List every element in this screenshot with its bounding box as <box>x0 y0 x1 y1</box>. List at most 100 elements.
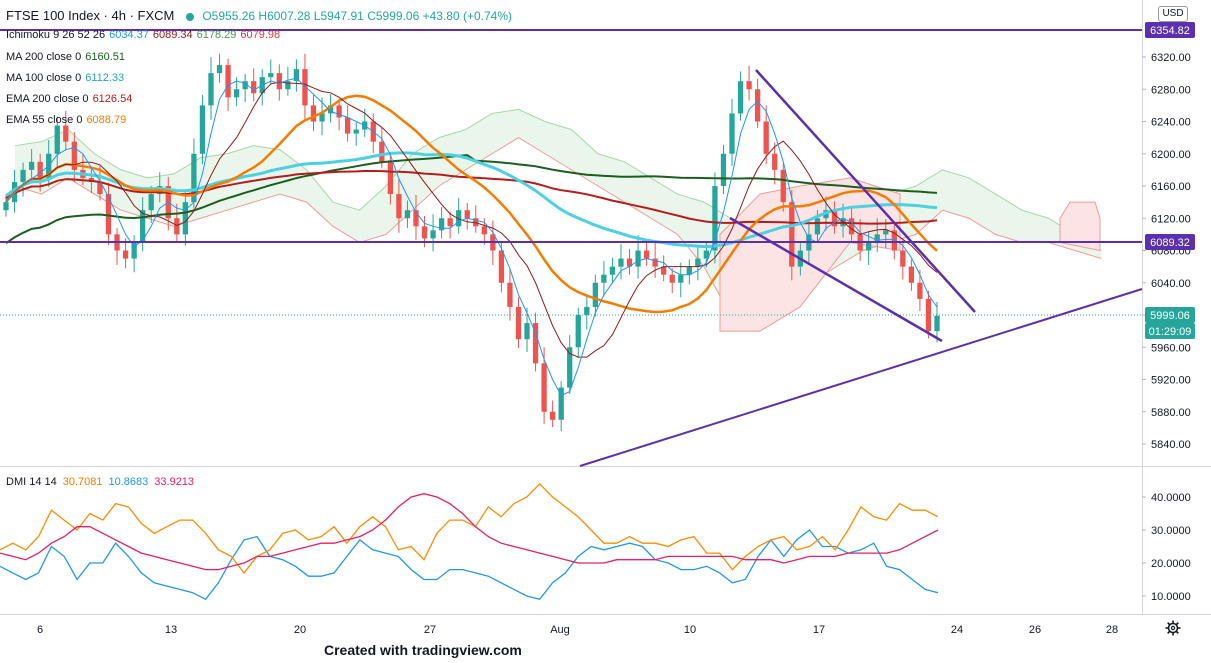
price-label-top-bg <box>1145 22 1195 38</box>
price-tick-label: 5840.00 <box>1151 439 1191 451</box>
candle <box>891 230 897 251</box>
candle <box>908 266 915 283</box>
candle <box>293 69 300 82</box>
candle <box>686 266 692 275</box>
time-tick-label: 28 <box>1106 624 1118 636</box>
dmi-value-2: 10.8683 <box>108 476 149 488</box>
candle <box>413 210 419 227</box>
high-value: H6007.28 <box>258 9 311 23</box>
candle <box>208 73 214 106</box>
ma200-line <box>5 154 938 245</box>
candle <box>883 230 889 235</box>
candle <box>558 387 564 420</box>
candle <box>225 65 231 98</box>
candle <box>3 202 9 211</box>
candle <box>678 274 684 283</box>
candle <box>934 315 940 332</box>
dmi-legend[interactable]: DMI 14 14 30.7081 10.8683 33.9213 <box>6 476 194 488</box>
ema55-legend[interactable]: EMA 55 close 0 6088.79 <box>6 114 126 126</box>
ichimoku-legend[interactable]: Ichimoku 9 26 52 26 6034.37 6089.34 6178.29… <box>6 29 280 41</box>
candle <box>285 81 291 90</box>
candle <box>148 194 154 211</box>
dmi-label: DMI 14 14 <box>6 476 57 488</box>
dmi-tick-label: 10.0000 <box>1151 591 1191 603</box>
price-tick-label: 6280.00 <box>1151 84 1191 96</box>
candle <box>379 141 385 162</box>
candle <box>105 194 112 235</box>
candle <box>199 105 206 154</box>
price-label-last-bg <box>1145 307 1195 323</box>
watermark-text: Created with tradingview.com <box>324 642 522 658</box>
candle <box>174 218 180 235</box>
kijun-line <box>5 81 938 358</box>
candle <box>396 194 402 219</box>
candle <box>464 210 470 219</box>
ichimoku-spanA-value: 6178.29 <box>196 29 237 41</box>
low-value: L5947.91 <box>313 9 364 23</box>
candle <box>182 202 189 235</box>
candle <box>831 210 838 227</box>
price-label-countdown: 01:29:09 <box>1149 326 1192 338</box>
candle <box>737 81 744 114</box>
candle <box>302 69 308 106</box>
time-tick-label: 26 <box>1029 624 1041 636</box>
dmi-line-di <box>0 529 939 601</box>
time-tick-label: 24 <box>951 624 963 636</box>
ma100-label: MA 100 close 0 <box>6 72 82 84</box>
ichimoku-cloud-red-future <box>1059 201 1101 252</box>
time-tick-label: 17 <box>813 624 825 636</box>
candle <box>780 169 786 203</box>
candle <box>695 258 701 267</box>
price-tick-label: 6240.00 <box>1151 117 1191 129</box>
candle <box>310 105 317 122</box>
candle <box>515 306 522 340</box>
candle <box>575 315 581 348</box>
price-tick-label: 5960.00 <box>1151 342 1191 354</box>
price-label-last: 5999.06 <box>1150 310 1190 322</box>
tenkan-line <box>5 77 938 397</box>
ma100-line <box>5 151 938 249</box>
candle <box>763 121 769 154</box>
candle <box>319 113 325 122</box>
time-tick-label: 10 <box>684 624 696 636</box>
price-tick-label: 5880.00 <box>1151 407 1191 419</box>
candle <box>900 250 906 267</box>
candle <box>430 230 436 239</box>
candle <box>456 210 462 227</box>
candle <box>917 282 923 299</box>
candle <box>584 306 590 315</box>
ichimoku-label: Ichimoku 9 26 52 26 <box>6 29 106 41</box>
candle <box>592 282 598 307</box>
ohlc-values: O5955.26 H6007.28 L5947.91 C5999.06 +43.… <box>202 9 512 23</box>
ma200-legend[interactable]: MA 200 close 0 6160.51 <box>6 51 125 63</box>
ma100-legend[interactable]: MA 100 close 0 6112.33 <box>6 72 124 84</box>
ema200-legend[interactable]: EMA 200 close 0 6126.54 <box>6 93 132 105</box>
currency-badge[interactable]: USD <box>1158 6 1188 22</box>
ema55-label: EMA 55 close 0 <box>6 114 83 126</box>
candle <box>421 226 428 239</box>
price-tick-label: 6160.00 <box>1151 181 1191 193</box>
candle <box>251 81 257 94</box>
ema55-value: 6088.79 <box>86 114 127 126</box>
candle <box>276 73 282 90</box>
candle <box>131 242 137 259</box>
gear-icon[interactable] <box>1165 620 1181 636</box>
candle <box>524 323 530 340</box>
candle <box>703 250 710 259</box>
ema200-label: EMA 200 close 0 <box>6 93 89 105</box>
candle <box>643 250 650 259</box>
candle <box>387 161 394 195</box>
candle <box>438 218 445 231</box>
candle <box>268 73 274 78</box>
price-tick-label: 6320.00 <box>1151 52 1191 64</box>
candle <box>712 186 718 251</box>
candle <box>345 117 351 134</box>
candle <box>54 125 60 154</box>
falling-wedge-lower <box>729 216 943 343</box>
change-value: +43.80 (+0.74%) <box>422 9 512 23</box>
candle <box>481 226 487 235</box>
candle <box>404 210 411 219</box>
ma100-value: 6112.33 <box>85 72 125 84</box>
candle <box>866 242 872 251</box>
